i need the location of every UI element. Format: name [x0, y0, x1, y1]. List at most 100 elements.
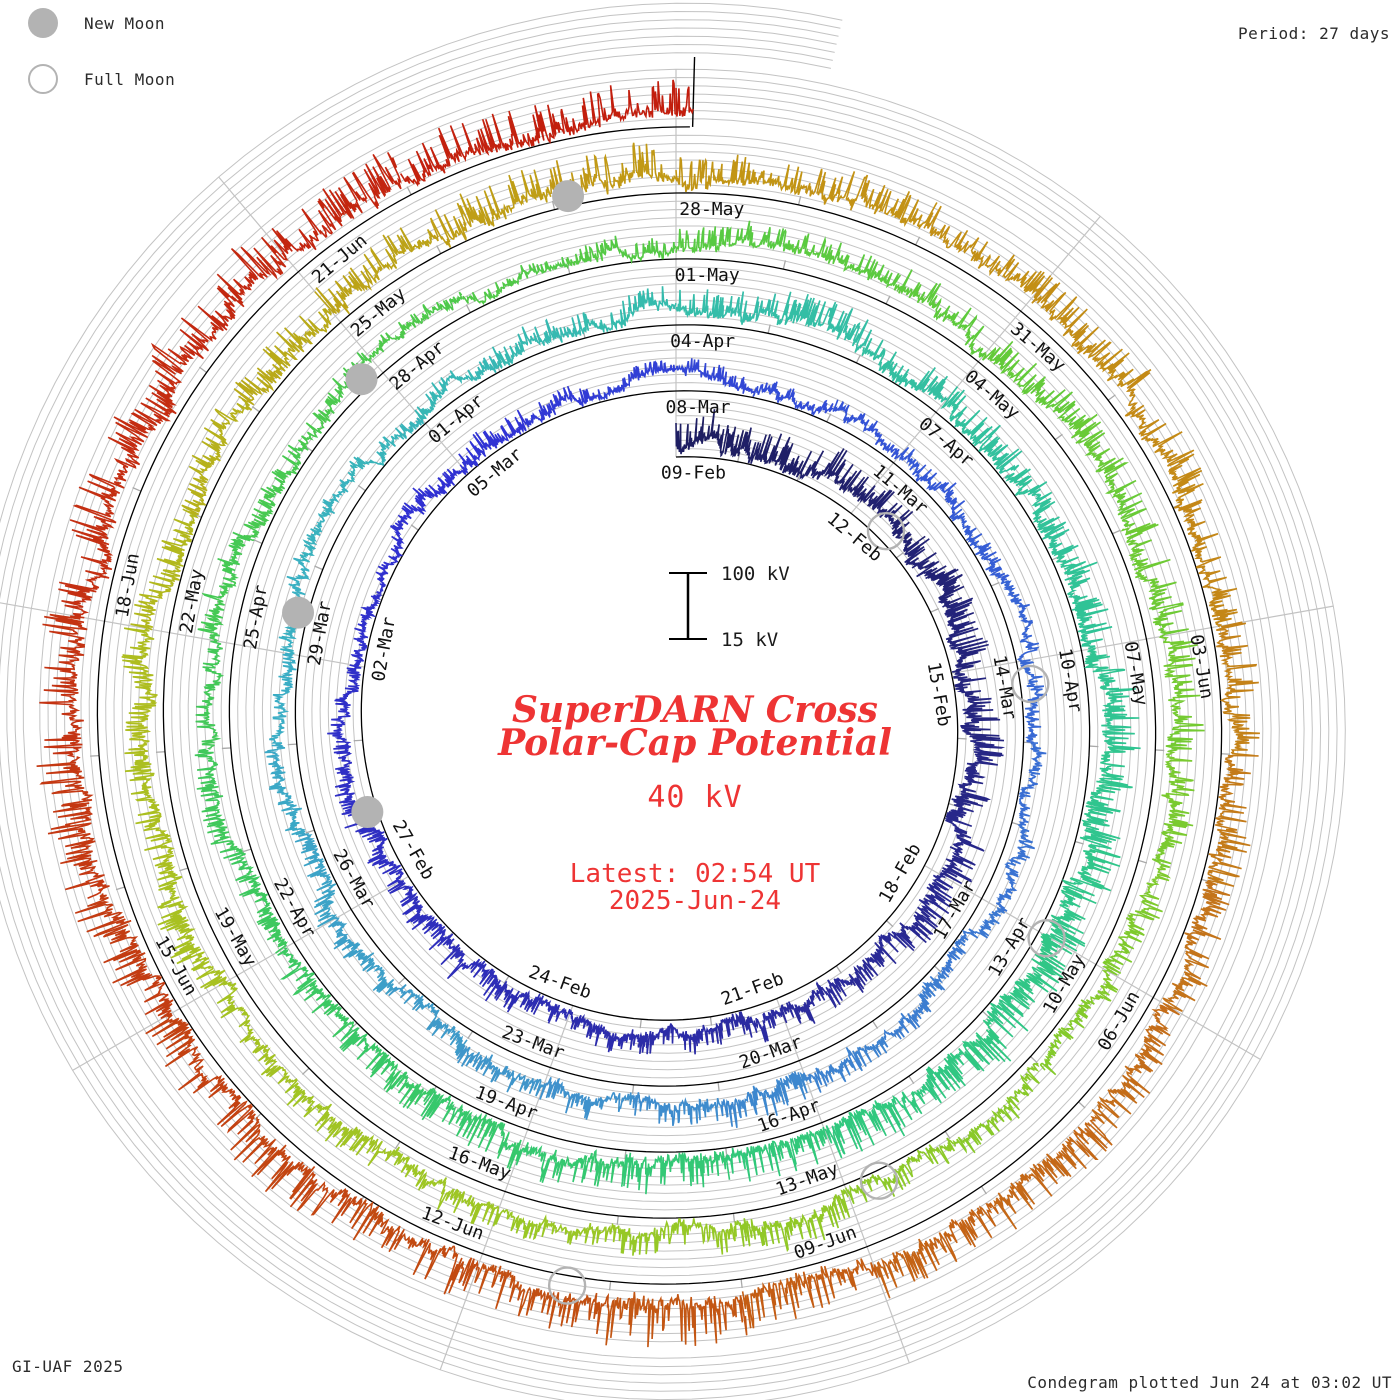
- full-moon-marker: [866, 511, 906, 551]
- moon-legend: New Moon Full Moon: [28, 6, 175, 118]
- potential-trace-day: [399, 110, 538, 187]
- potential-trace-day: [194, 748, 243, 854]
- potential-trace-day: [327, 664, 362, 742]
- potential-trace-day: [780, 977, 849, 1024]
- potential-trace-day: [74, 893, 174, 1020]
- period-label: Period: 27 days: [1238, 24, 1390, 43]
- date-label: 21-Feb: [718, 968, 786, 1010]
- potential-trace-day: [387, 880, 451, 951]
- new-moon-marker: [351, 796, 384, 829]
- potential-trace-day: [294, 832, 337, 928]
- potential-trace-day: [899, 874, 954, 944]
- date-label: 31-May: [1006, 318, 1069, 376]
- latest-timestamp: Latest: 02:54 UT 2025-Jun-24: [570, 861, 820, 915]
- legend-item-full-moon: Full Moon: [28, 62, 175, 96]
- potential-trace-day: [1207, 754, 1259, 887]
- date-label: 23-Mar: [499, 1022, 567, 1064]
- potential-trace-day: [375, 514, 409, 595]
- potential-trace-day: [1083, 647, 1141, 750]
- potential-trace-day: [846, 930, 916, 993]
- potential-trace-day: [284, 1079, 396, 1167]
- potential-trace-day: [1000, 580, 1040, 662]
- potential-trace-day: [569, 1010, 640, 1053]
- potential-trace-day: [369, 291, 463, 360]
- potential-trace-day: [414, 355, 499, 421]
- scale-min-label: 15 kV: [721, 629, 778, 651]
- potential-trace-day: [181, 398, 253, 516]
- potential-trace-day: [1151, 750, 1195, 869]
- full-moon-marker: [859, 1161, 899, 1200]
- potential-trace-day: [939, 806, 985, 885]
- legend-item-new-moon: New Moon: [28, 6, 175, 40]
- potential-trace-day: [940, 386, 1023, 475]
- potential-trace-day: [344, 814, 404, 887]
- potential-trace-day: [130, 508, 199, 631]
- potential-trace-day: [981, 340, 1087, 428]
- potential-trace-day: [333, 741, 362, 818]
- credit-left: GI-UAF 2025: [12, 1357, 124, 1376]
- potential-trace-day: [349, 1199, 479, 1295]
- full-moon-marker: [547, 1266, 587, 1305]
- potential-trace-day: [1216, 621, 1260, 757]
- date-label: 13-May: [773, 1158, 841, 1200]
- potential-trace-day: [993, 1115, 1113, 1230]
- potential-trace-day: [145, 1012, 256, 1135]
- date-label: 16-May: [445, 1142, 513, 1184]
- new-moon-marker: [552, 180, 585, 213]
- potential-trace-day: [675, 86, 694, 117]
- potential-trace-day: [741, 1258, 879, 1329]
- full-moon-label: Full Moon: [84, 69, 176, 89]
- potential-trace-day: [1031, 275, 1148, 388]
- new-moon-marker: [282, 596, 315, 629]
- potential-trace-day: [1018, 742, 1047, 826]
- potential-trace-day: [802, 1036, 889, 1093]
- potential-trace-day: [772, 291, 873, 353]
- potential-trace-day: [1069, 413, 1147, 528]
- potential-trace-day: [899, 446, 966, 519]
- full-moon-marker: [1027, 919, 1066, 958]
- potential-trace-day: [950, 508, 1010, 582]
- new-moon-label: New Moon: [84, 13, 166, 33]
- potential-trace-day: [734, 1188, 851, 1252]
- potential-trace-day: [216, 981, 298, 1085]
- potential-trace-day: [675, 409, 745, 458]
- potential-trace-day: [605, 1292, 748, 1348]
- potential-trace-day: [582, 286, 677, 334]
- potential-trace-day: [1158, 635, 1205, 752]
- potential-trace-day: [474, 1262, 610, 1335]
- potential-trace-day: [223, 851, 289, 954]
- date-label: 15-Feb: [923, 660, 955, 728]
- potential-trace-day: [861, 337, 949, 403]
- potential-trace-day: [347, 414, 425, 483]
- data-end-marker: [691, 56, 696, 127]
- potential-trace-day: [492, 1208, 618, 1245]
- potential-trace-day: [420, 1088, 522, 1170]
- scale-max-label: 100 kV: [721, 563, 790, 585]
- potential-trace-day: [995, 824, 1036, 913]
- potential-trace-day: [271, 151, 402, 258]
- potential-trace-day: [675, 289, 777, 325]
- potential-trace-day: [1124, 368, 1204, 505]
- potential-trace-day: [787, 233, 902, 289]
- potential-trace-day: [1101, 866, 1172, 976]
- potential-trace-day: [923, 205, 1046, 295]
- potential-trace-day: [720, 1071, 808, 1128]
- potential-trace-day: [428, 169, 552, 248]
- plot-title-line1: SuperDARN Cross: [512, 689, 878, 731]
- date-label: 09-Feb: [661, 463, 726, 484]
- potential-trace-day: [631, 1092, 722, 1126]
- potential-trace-day: [277, 947, 355, 1038]
- potential-trace-day: [844, 1137, 956, 1205]
- potential-trace-day: [455, 1044, 544, 1097]
- mean-value: 40 kV: [647, 780, 743, 815]
- plot-title-line2: Polar-Cap Potential: [498, 722, 892, 764]
- potential-trace-day: [824, 1089, 926, 1159]
- potential-trace-day: [157, 872, 227, 990]
- potential-trace-day: [1162, 880, 1231, 1012]
- potential-trace-day: [328, 917, 395, 995]
- potential-trace-day: [195, 640, 225, 750]
- date-label: 04-May: [960, 366, 1023, 424]
- potential-trace-day: [893, 269, 987, 358]
